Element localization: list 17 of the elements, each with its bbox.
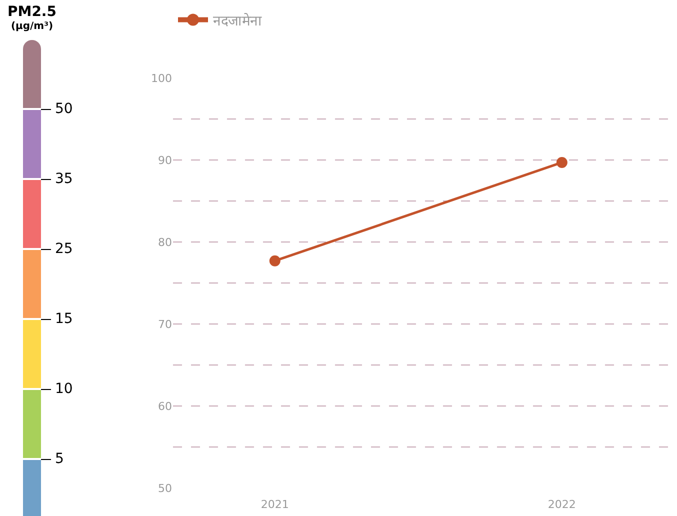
text: (µg/m³) xyxy=(10,21,54,32)
text: 10 xyxy=(55,381,73,397)
text: 15 xyxy=(55,311,73,327)
text: 35 xyxy=(55,171,73,187)
y-tick-label: 80 xyxy=(158,236,172,249)
y-tick-label: 50 xyxy=(158,482,172,495)
legend-label: नदजामेना xyxy=(213,12,262,30)
text: 50 xyxy=(55,101,73,117)
text: PM2.5 xyxy=(6,4,58,20)
y-tick-label: 70 xyxy=(158,318,172,331)
text: 5 xyxy=(55,451,64,467)
x-tick-label: 2021 xyxy=(260,498,289,511)
x-tick-label: 2022 xyxy=(548,498,576,511)
y-tick-label: 100 xyxy=(151,72,172,85)
y-tick-label: 90 xyxy=(158,154,172,167)
y-tick-label: 60 xyxy=(158,400,172,413)
text: 25 xyxy=(55,241,73,257)
